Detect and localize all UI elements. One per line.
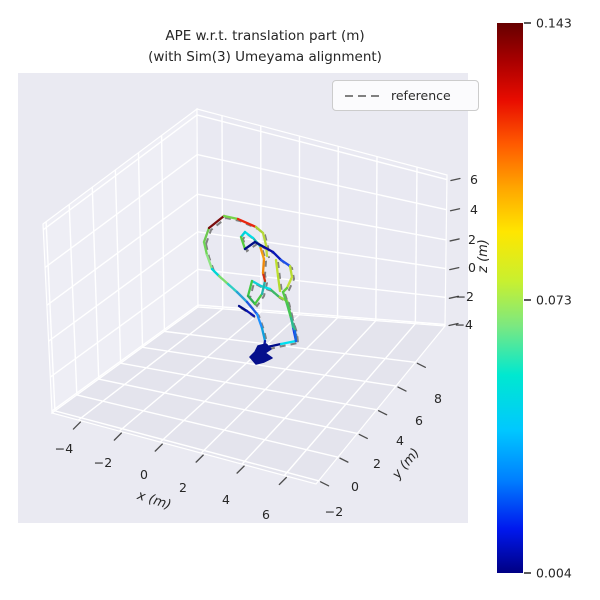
y-tick-label: 6	[415, 413, 423, 428]
grid-lines	[42, 114, 448, 482]
x-tick-label: 2	[179, 480, 187, 495]
colorbar-tick-label: 0.143	[536, 16, 572, 31]
x-tick-label: −2	[94, 455, 112, 470]
legend-item-reference: reference	[391, 88, 451, 103]
legend-dashed-line-sample	[345, 94, 381, 97]
x-tick-label: −4	[55, 441, 73, 456]
y-tick-label: 2	[373, 456, 381, 471]
legend-box: reference	[332, 80, 479, 111]
plot-title-line2: (with Sim(3) Umeyama alignment)	[148, 48, 382, 65]
colorbar-tick-label: 0.073	[536, 293, 572, 308]
trajectory-start-marker	[249, 343, 273, 365]
x-tick-label: 4	[222, 492, 230, 507]
estimate-trajectory-colormapped	[202, 214, 298, 354]
z-tick-label: 2	[468, 232, 476, 247]
z-tick-label: −4	[455, 317, 473, 332]
z-axis-label: z (m)	[476, 239, 491, 274]
z-tick-label: −2	[456, 289, 474, 304]
z-tick-label: 0	[468, 260, 476, 275]
colorbar-tick-label: 0.004	[536, 566, 572, 581]
y-tick-label: −2	[325, 504, 343, 519]
axis-tick-marks	[72, 177, 461, 487]
z-tick-label: 6	[470, 172, 478, 187]
z-tick-label: 4	[470, 202, 478, 217]
y-tick-label: 8	[434, 391, 442, 406]
y-tick-label: 0	[351, 479, 359, 494]
colorbar	[497, 23, 523, 573]
y-tick-label: 4	[396, 433, 404, 448]
plot-title-line1: APE w.r.t. translation part (m)	[165, 28, 365, 44]
x-tick-label: 0	[140, 467, 148, 482]
colorbar-ticks: 0.143 0.073 0.004	[524, 16, 572, 581]
x-tick-label: 6	[262, 507, 270, 522]
plot-title: APE w.r.t. translation part (m) (with Si…	[35, 26, 495, 68]
